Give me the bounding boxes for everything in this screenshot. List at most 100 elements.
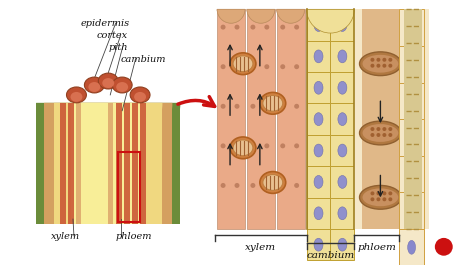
Bar xyxy=(36,103,180,224)
Ellipse shape xyxy=(88,82,100,92)
Bar xyxy=(399,192,424,229)
Circle shape xyxy=(371,58,374,62)
Circle shape xyxy=(371,133,374,137)
Ellipse shape xyxy=(233,140,253,156)
Ellipse shape xyxy=(71,92,82,102)
Circle shape xyxy=(294,25,299,30)
Ellipse shape xyxy=(363,188,398,206)
Circle shape xyxy=(371,127,374,131)
Ellipse shape xyxy=(338,81,347,94)
Circle shape xyxy=(220,104,226,109)
Ellipse shape xyxy=(338,144,347,157)
Ellipse shape xyxy=(363,55,398,73)
Bar xyxy=(307,41,330,72)
Ellipse shape xyxy=(134,92,146,102)
Bar xyxy=(330,72,354,103)
Bar xyxy=(330,229,354,260)
Wedge shape xyxy=(71,103,146,140)
Bar xyxy=(399,82,424,119)
Bar xyxy=(247,9,275,229)
Circle shape xyxy=(376,64,381,68)
Text: phloem: phloem xyxy=(357,243,396,252)
Circle shape xyxy=(294,143,299,148)
Wedge shape xyxy=(247,9,275,23)
Circle shape xyxy=(280,25,285,30)
Ellipse shape xyxy=(314,144,323,157)
Ellipse shape xyxy=(338,113,347,126)
Ellipse shape xyxy=(230,53,256,75)
Bar xyxy=(354,9,429,229)
Text: xylem: xylem xyxy=(246,243,276,252)
Bar xyxy=(31,26,185,266)
Wedge shape xyxy=(44,103,173,167)
Ellipse shape xyxy=(112,77,132,93)
Ellipse shape xyxy=(338,207,347,220)
Text: epidermis: epidermis xyxy=(81,19,130,28)
Ellipse shape xyxy=(260,92,286,114)
Bar xyxy=(399,156,424,192)
Circle shape xyxy=(294,64,299,69)
Ellipse shape xyxy=(338,50,347,63)
Circle shape xyxy=(250,183,255,188)
Bar xyxy=(330,103,354,135)
Ellipse shape xyxy=(314,238,323,251)
Bar xyxy=(362,9,399,229)
Circle shape xyxy=(383,191,386,195)
Circle shape xyxy=(280,64,285,69)
Circle shape xyxy=(235,183,239,188)
Bar xyxy=(307,103,330,135)
Bar xyxy=(307,135,330,166)
Bar xyxy=(399,9,424,46)
Bar xyxy=(307,166,330,198)
Circle shape xyxy=(376,133,381,137)
Bar xyxy=(399,229,424,265)
Bar xyxy=(277,9,305,229)
Ellipse shape xyxy=(116,82,128,92)
Ellipse shape xyxy=(66,87,86,103)
Ellipse shape xyxy=(338,176,347,188)
Text: phloem: phloem xyxy=(116,232,152,241)
Ellipse shape xyxy=(84,77,104,93)
Bar xyxy=(60,103,66,224)
Bar xyxy=(330,198,354,229)
Circle shape xyxy=(264,104,269,109)
Circle shape xyxy=(250,143,255,148)
Bar xyxy=(330,9,354,41)
Text: cambium: cambium xyxy=(121,55,166,64)
Circle shape xyxy=(220,25,226,30)
Circle shape xyxy=(250,104,255,109)
Bar xyxy=(139,103,146,224)
Ellipse shape xyxy=(314,113,323,126)
Ellipse shape xyxy=(359,52,401,76)
Wedge shape xyxy=(277,9,305,23)
Circle shape xyxy=(220,143,226,148)
Ellipse shape xyxy=(130,87,150,103)
Text: pith: pith xyxy=(109,43,128,52)
Circle shape xyxy=(280,183,285,188)
Bar xyxy=(68,103,74,224)
Circle shape xyxy=(435,238,453,256)
Circle shape xyxy=(264,64,269,69)
Ellipse shape xyxy=(230,137,256,159)
Circle shape xyxy=(383,197,386,201)
Ellipse shape xyxy=(314,207,323,220)
Text: cambium: cambium xyxy=(306,251,355,260)
Ellipse shape xyxy=(359,121,401,145)
Ellipse shape xyxy=(338,238,347,251)
Wedge shape xyxy=(217,9,245,23)
Ellipse shape xyxy=(98,73,118,89)
Circle shape xyxy=(294,104,299,109)
Circle shape xyxy=(376,58,381,62)
Ellipse shape xyxy=(408,167,416,181)
Circle shape xyxy=(235,143,239,148)
Circle shape xyxy=(235,104,239,109)
Circle shape xyxy=(371,191,374,195)
Circle shape xyxy=(220,183,226,188)
Ellipse shape xyxy=(408,240,416,254)
Circle shape xyxy=(235,25,239,30)
Bar xyxy=(76,103,81,224)
Ellipse shape xyxy=(314,19,323,31)
Bar xyxy=(118,152,140,222)
Ellipse shape xyxy=(263,95,283,111)
Circle shape xyxy=(264,143,269,148)
